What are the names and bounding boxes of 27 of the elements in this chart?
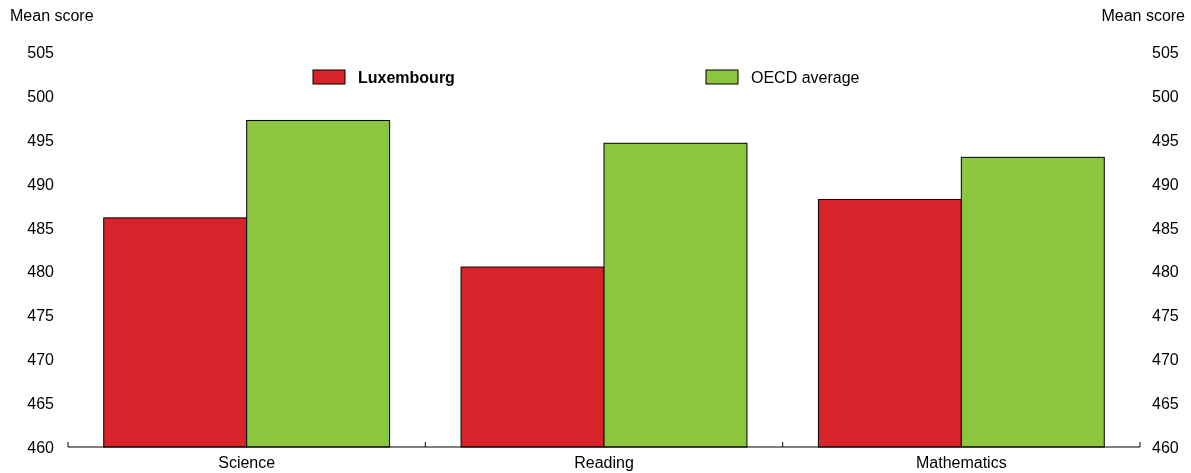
y2-tick-label: 470 (1152, 351, 1179, 369)
y-tick-label: 485 (27, 219, 55, 237)
y-tick-label: 465 (27, 395, 55, 413)
y-tick-label: 470 (27, 351, 55, 369)
y2-tick-label: 475 (1152, 307, 1179, 325)
x-tick-label: Mathematics (915, 454, 1007, 471)
y2-tick-label: 465 (1152, 395, 1179, 413)
y-tick-label: 480 (27, 263, 55, 281)
y2-tick-label: 505 (1152, 44, 1179, 61)
y2-tick-label: 490 (1152, 175, 1179, 193)
y2-tick-label: 485 (1152, 219, 1179, 237)
y-tick-label: 490 (27, 175, 55, 193)
legend-label: Luxembourg (358, 69, 455, 86)
legend-label: OECD average (751, 69, 860, 86)
y-tick-label: 460 (27, 439, 55, 456)
y-axis-title: Mean score (10, 7, 94, 24)
y2-tick-label: 480 (1152, 263, 1179, 281)
y-tick-label: 500 (27, 87, 55, 105)
y-tick-label: 475 (27, 307, 55, 325)
y2-tick-label: 495 (1152, 131, 1179, 149)
y-tick-label: 505 (27, 44, 55, 61)
x-tick-label: Science (218, 454, 276, 471)
y2-tick-label: 500 (1152, 87, 1179, 105)
y-tick-label: 495 (27, 131, 55, 149)
y2-axis-title: Mean score (1101, 7, 1186, 24)
y2-tick-label: 460 (1152, 439, 1179, 456)
x-tick-label: Reading (574, 454, 634, 471)
